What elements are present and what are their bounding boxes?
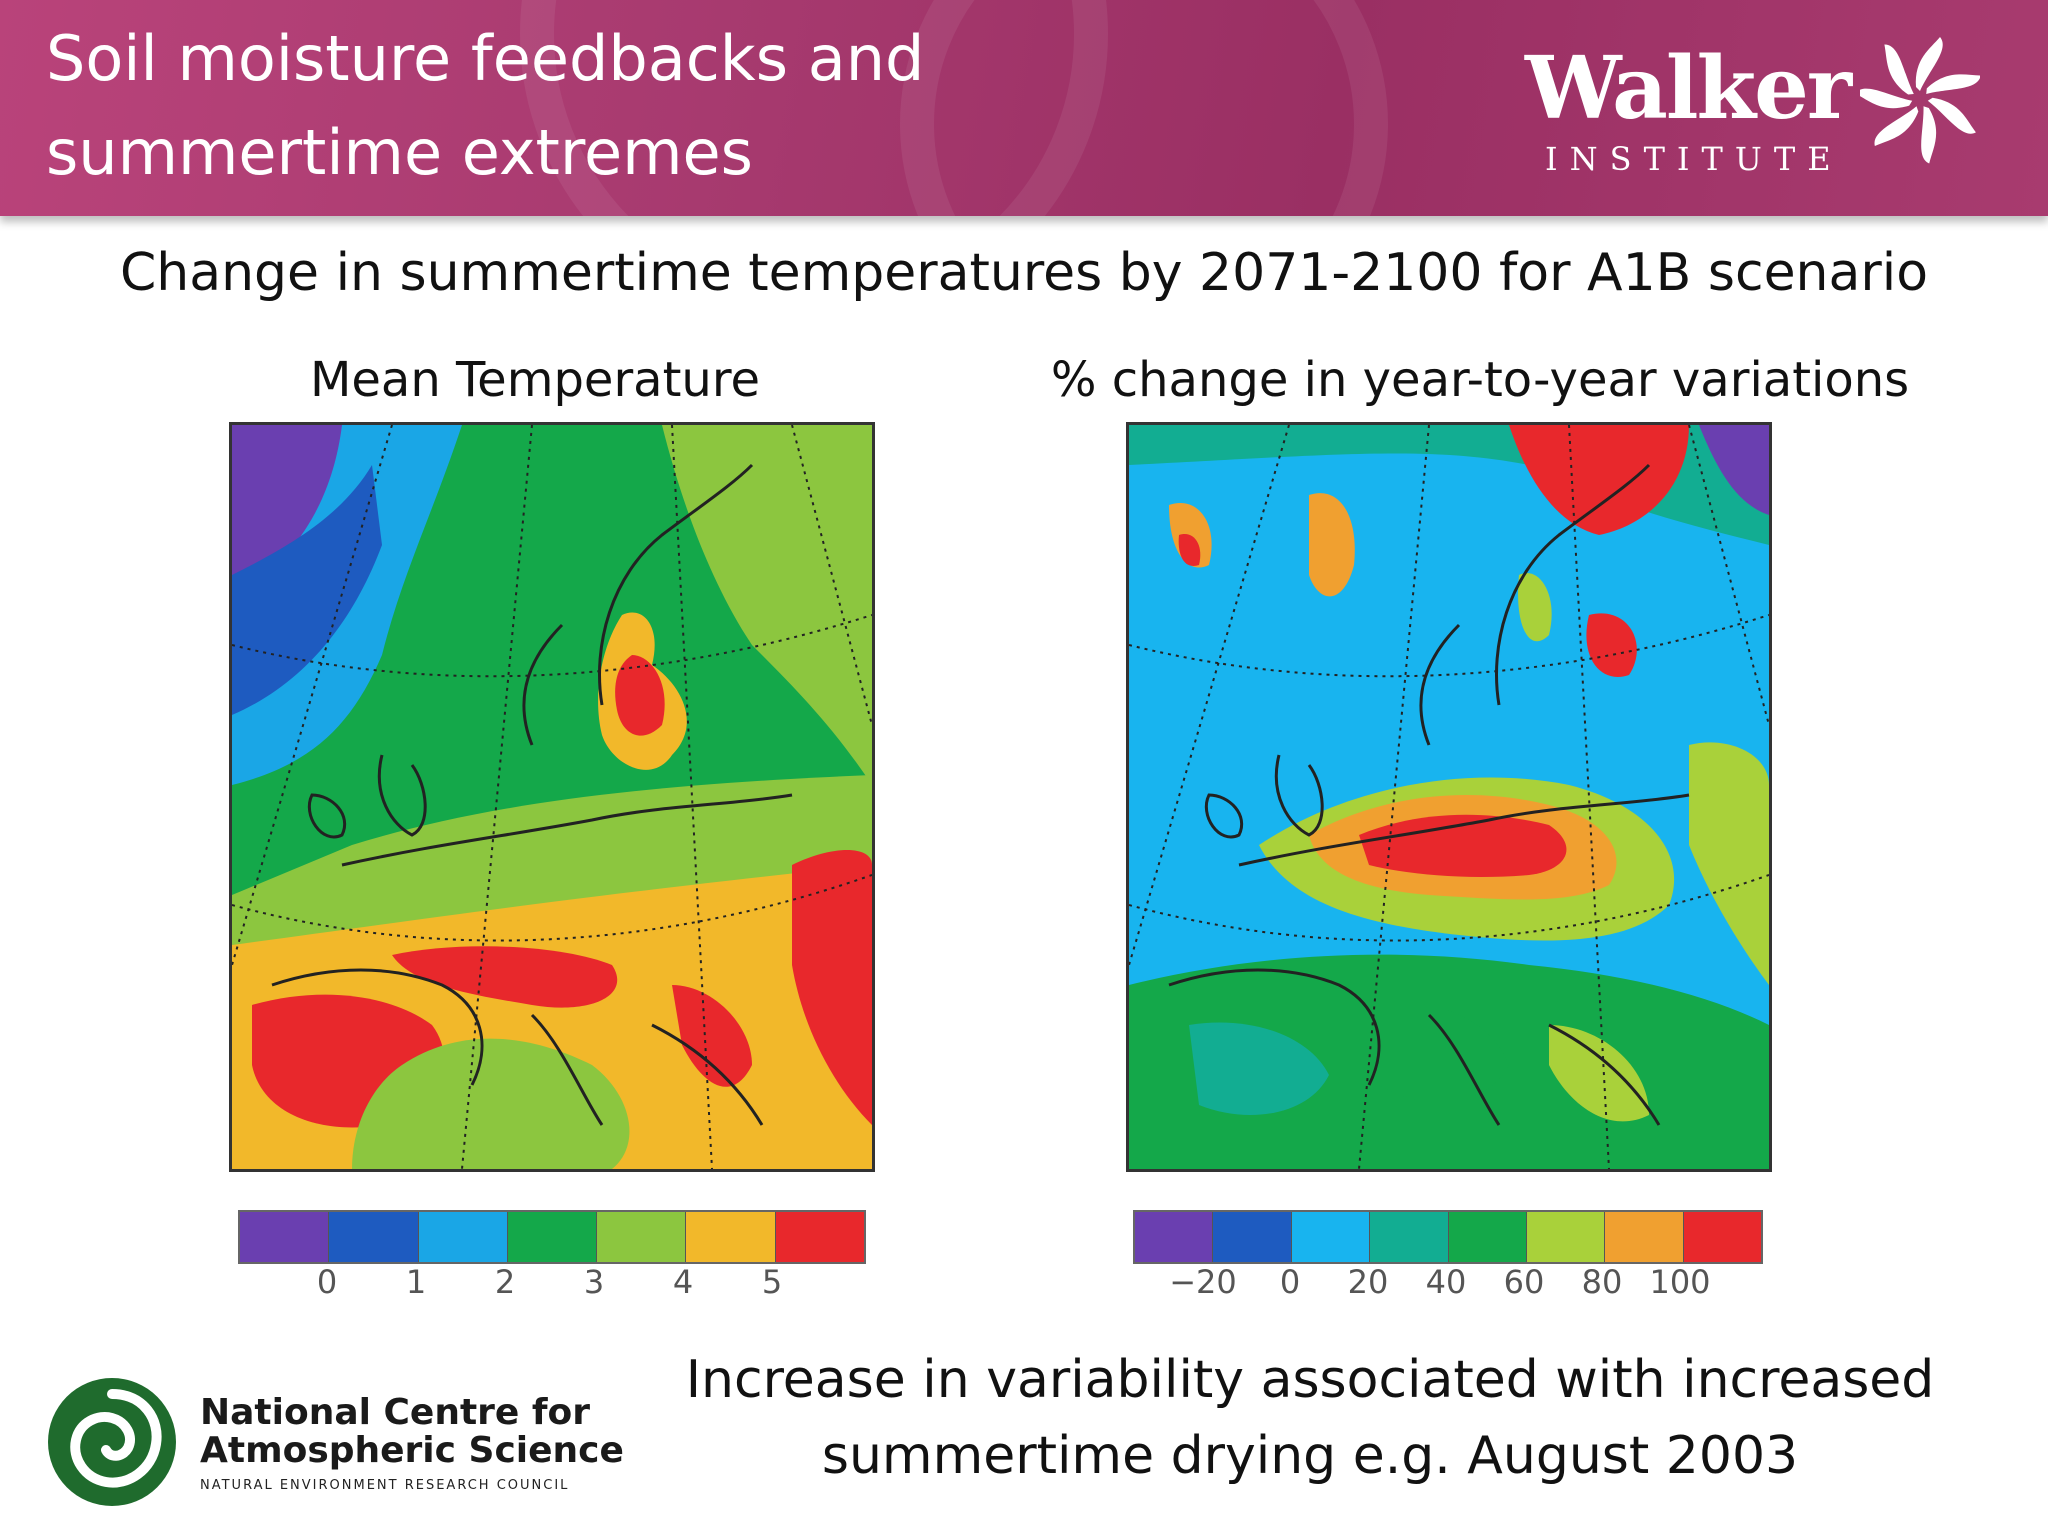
colorbar-swatch xyxy=(597,1212,687,1262)
colorbar-mean-temperature xyxy=(238,1210,866,1264)
ncas-parent-org: NATURAL ENVIRONMENT RESEARCH COUNCIL xyxy=(200,1478,570,1493)
map-mean-temperature xyxy=(229,422,875,1172)
map-variability-change xyxy=(1126,422,1772,1172)
colorbar-tick: 4 xyxy=(672,1263,694,1301)
slide-title-line2: summertime extremes xyxy=(46,116,753,189)
colorbar-swatch xyxy=(775,1212,864,1262)
colorbar-tick: 80 xyxy=(1581,1263,1623,1301)
colorbar-tick: 1 xyxy=(405,1263,427,1301)
colorbar-swatch xyxy=(1135,1212,1214,1262)
colorbar-tick: 5 xyxy=(761,1263,783,1301)
colorbar-swatch xyxy=(507,1212,598,1262)
footnote-line2: summertime drying e.g. August 2003 xyxy=(821,1426,1799,1486)
walker-logo-subtext: INSTITUTE xyxy=(1545,140,1843,178)
colorbar-tick: 0 xyxy=(1279,1263,1301,1301)
banner-decoration xyxy=(900,0,1388,216)
colorbar-swatch xyxy=(240,1212,330,1262)
colorbar-swatch xyxy=(329,1212,419,1262)
map-title-variability-change: % change in year-to-year variations xyxy=(1050,352,1910,408)
colorbar-swatch xyxy=(1605,1212,1684,1262)
colorbar-swatch xyxy=(1213,1212,1292,1262)
colorbar-tick: −20 xyxy=(1169,1263,1237,1301)
colorbar-swatch xyxy=(418,1212,508,1262)
header-banner: Soil moisture feedbacks and summertime e… xyxy=(0,0,2048,216)
colorbar-tick: 0 xyxy=(316,1263,338,1301)
colorbar-swatch xyxy=(1370,1212,1449,1262)
ncas-swirl-icon xyxy=(48,1378,176,1506)
colorbar-variability-change xyxy=(1133,1210,1763,1264)
ncas-name-line2: Atmospheric Science xyxy=(200,1430,624,1471)
footnote-line1: Increase in variability associated with … xyxy=(685,1350,1935,1410)
colorbar-swatch xyxy=(1291,1212,1371,1262)
colorbar-swatch xyxy=(1526,1212,1606,1262)
footnote: Increase in variability associated with … xyxy=(660,1342,1960,1494)
colorbar-tick: 3 xyxy=(583,1263,605,1301)
colorbar-swatch xyxy=(1448,1212,1527,1262)
colorbar-swatch xyxy=(686,1212,776,1262)
slide-title-line1: Soil moisture feedbacks and xyxy=(46,22,925,95)
ncas-name-line1: National Centre for xyxy=(200,1392,591,1433)
colorbar-swatch xyxy=(1683,1212,1761,1262)
colorbar-tick: 20 xyxy=(1347,1263,1389,1301)
map-title-mean-temperature: Mean Temperature xyxy=(309,352,761,408)
walker-pinwheel-icon xyxy=(1860,37,1980,164)
colorbar-tick: 100 xyxy=(1649,1263,1711,1301)
colorbar-tick: 40 xyxy=(1425,1263,1467,1301)
walker-logo-text: Walker xyxy=(1525,38,1852,139)
colorbar-tick: 60 xyxy=(1503,1263,1545,1301)
colorbar-tick: 2 xyxy=(494,1263,516,1301)
slide-subtitle: Change in summertime temperatures by 207… xyxy=(119,243,1929,303)
